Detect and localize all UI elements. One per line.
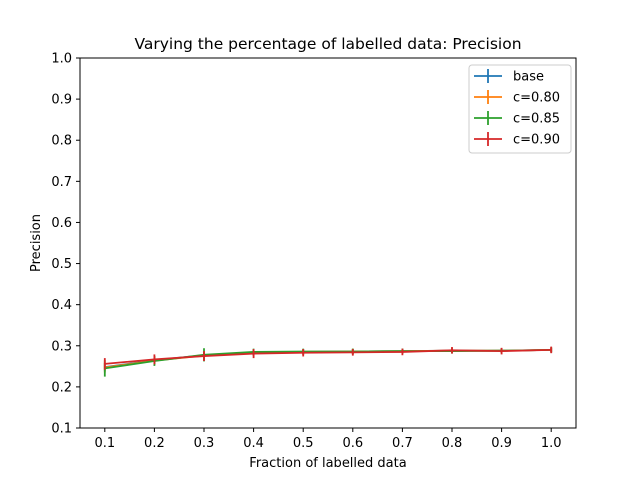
- legend-label: base: [513, 70, 544, 85]
- y-tick-label: 1.0: [51, 52, 72, 67]
- legend-item: c=0.85: [474, 111, 560, 127]
- x-tick-label: 0.2: [144, 436, 165, 451]
- legend-label: c=0.80: [513, 91, 560, 106]
- x-tick-label: 1.0: [541, 436, 562, 451]
- legend-item: base: [474, 69, 544, 85]
- x-axis: 0.1 0.2 0.3 0.4 0.5 0.6 0.7 0.8 0.9 1.0: [94, 428, 562, 451]
- y-tick-label: 0.2: [51, 380, 72, 395]
- chart-title: Varying the percentage of labelled data:…: [134, 35, 521, 53]
- y-axis-label: Precision: [29, 214, 44, 272]
- y-axis: 0.1 0.2 0.3 0.4 0.5 0.6 0.7 0.8 0.9 1.0: [51, 52, 80, 437]
- y-tick-label: 0.7: [51, 175, 72, 190]
- legend-label: c=0.85: [513, 112, 560, 127]
- series-c-0-90: [103, 346, 553, 370]
- legend-frame: [468, 64, 572, 154]
- y-tick-label: 0.3: [51, 339, 72, 354]
- x-tick-label: 0.7: [392, 436, 413, 451]
- y-tick-label: 0.8: [51, 134, 72, 149]
- x-tick-label: 0.5: [293, 436, 314, 451]
- legend-label: c=0.90: [513, 133, 560, 148]
- x-tick-label: 0.9: [491, 436, 512, 451]
- x-tick-label: 0.3: [194, 436, 215, 451]
- plot-frame: [79, 57, 577, 429]
- y-tick-label: 0.4: [51, 298, 72, 313]
- x-tick-label: 0.6: [342, 436, 363, 451]
- y-tick-label: 0.5: [51, 257, 72, 272]
- x-tick-label: 0.8: [442, 436, 463, 451]
- legend-item: c=0.80: [474, 90, 560, 106]
- y-tick-label: 0.6: [51, 216, 72, 231]
- x-tick-label: 0.1: [94, 436, 115, 451]
- legend: base c=0.80 c=0.85 c=0.90: [468, 64, 572, 154]
- y-tick-label: 0.1: [51, 422, 72, 437]
- series-line: [104, 348, 552, 365]
- series-group: [103, 346, 553, 377]
- x-tick-label: 0.4: [243, 436, 264, 451]
- legend-item: c=0.90: [474, 132, 560, 148]
- x-axis-label: Fraction of labelled data: [249, 456, 406, 471]
- y-tick-label: 0.9: [51, 93, 72, 108]
